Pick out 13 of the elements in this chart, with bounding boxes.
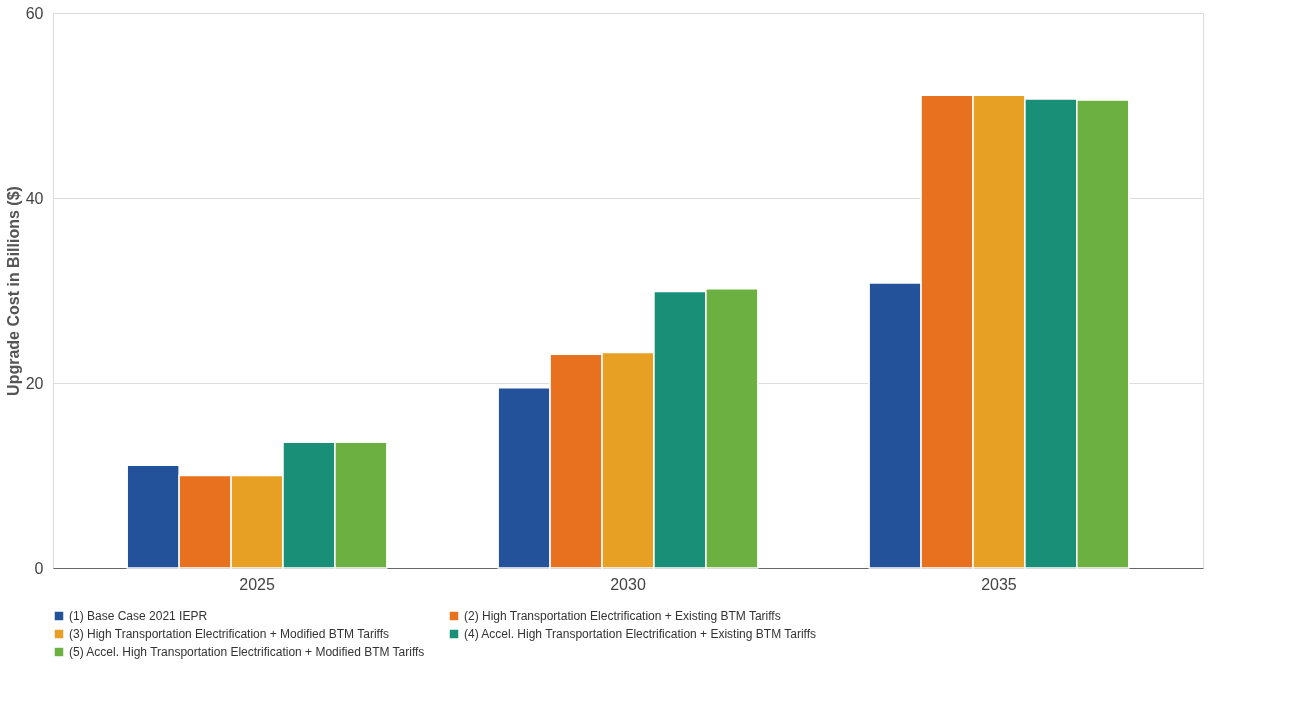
legend-label: (4) Accel. High Transportation Electrification + Existing BTM Tariffs [464,627,817,641]
y-axis-title: Upgrade Cost in Billions ($) [4,186,22,396]
x-tick-label: 2030 [610,575,646,593]
y-tick-label: 20 [25,374,44,392]
y-tick-label: 60 [25,4,44,22]
x-tick-label: 2025 [239,575,275,593]
y-tick-label: 0 [34,559,44,577]
legend-label: (5) Accel. High Transportation Electrification + Modified BTM Tariffs [69,645,425,659]
y-tick-label: 40 [25,189,44,207]
legend-label: (3) High Transportation Electrification + Modified BTM Tariffs [69,627,390,641]
legend-label: (1) Base Case 2021 IEPR [69,609,208,623]
x-tick-label: 2035 [981,575,1017,593]
legend-label: (2) High Transportation Electrification + Existing BTM Tariffs [464,609,781,623]
